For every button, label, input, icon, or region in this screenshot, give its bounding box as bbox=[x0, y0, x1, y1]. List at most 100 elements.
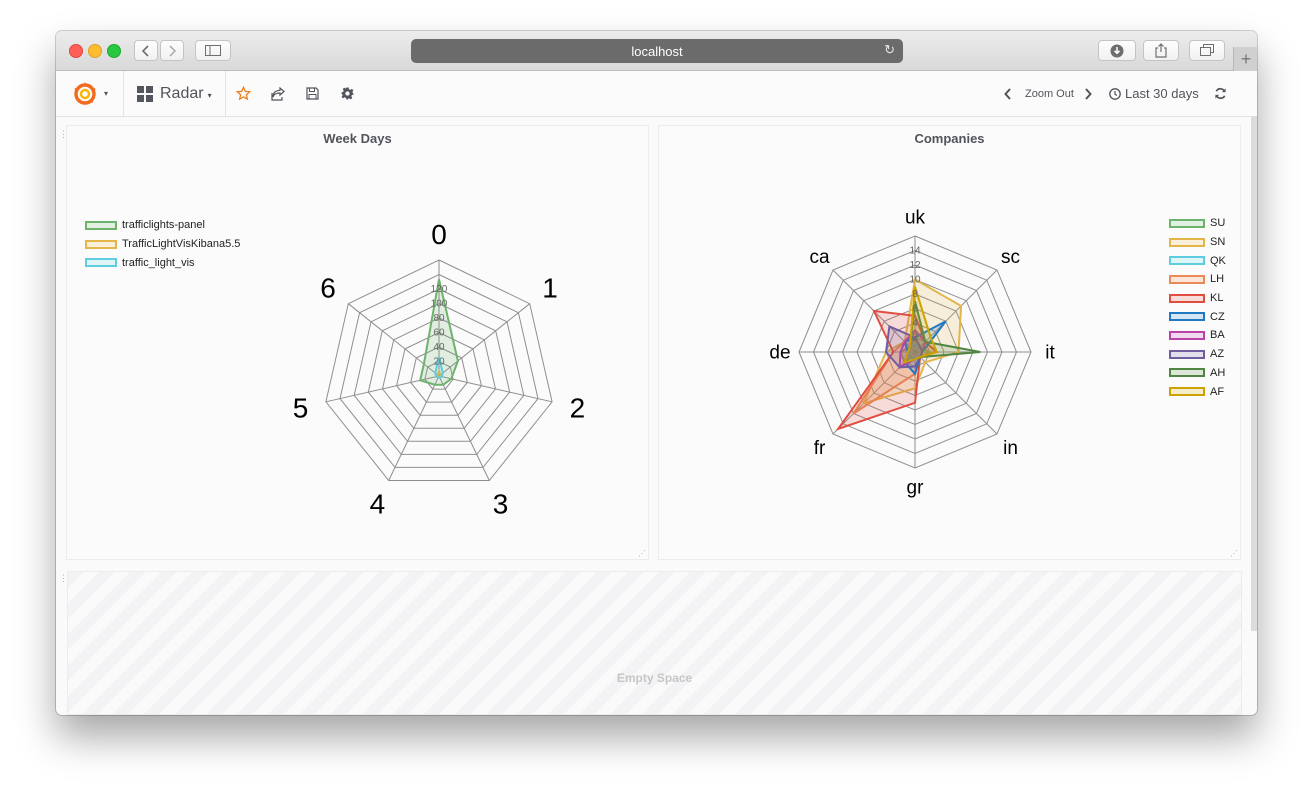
legend-swatch bbox=[85, 220, 117, 230]
radar-tick-label: 60 bbox=[433, 328, 445, 339]
refresh-button[interactable] bbox=[1214, 71, 1227, 116]
legend-label: BA bbox=[1210, 329, 1225, 342]
navbar-divider bbox=[123, 71, 124, 116]
legend-item[interactable]: AZ bbox=[1169, 345, 1226, 364]
legend-swatch bbox=[1169, 368, 1205, 378]
zoom-window-button[interactable] bbox=[107, 44, 121, 58]
tabs-icon bbox=[1200, 44, 1214, 56]
legend-swatch bbox=[1169, 330, 1205, 340]
legend-item[interactable]: AH bbox=[1169, 364, 1226, 383]
legend-label: SN bbox=[1210, 236, 1226, 249]
radar-spoke bbox=[914, 269, 998, 353]
close-window-button[interactable] bbox=[69, 44, 83, 58]
chevron-left-icon bbox=[1004, 87, 1011, 100]
radar-axis-label: fr bbox=[814, 438, 826, 459]
legend-item[interactable]: QK bbox=[1169, 251, 1226, 270]
save-dashboard-button[interactable] bbox=[306, 71, 319, 116]
reload-icon[interactable]: ↻ bbox=[884, 42, 895, 57]
radar-spoke bbox=[438, 375, 490, 481]
share-dashboard-button[interactable] bbox=[271, 71, 285, 116]
radar-tick-label: 6 bbox=[912, 304, 918, 315]
downloads-button[interactable] bbox=[1098, 40, 1136, 61]
legend-item[interactable]: LH bbox=[1169, 270, 1226, 289]
legend-swatch bbox=[1169, 349, 1205, 359]
radar-axis-label: 3 bbox=[493, 489, 509, 520]
radar-axis-label: 6 bbox=[320, 272, 336, 303]
radar-tick-label: 2 bbox=[912, 333, 918, 344]
navbar-divider bbox=[225, 71, 226, 116]
tabs-overview-button[interactable] bbox=[1189, 40, 1225, 61]
legend-item[interactable]: KL bbox=[1169, 289, 1226, 308]
empty-space-label: Empty Space bbox=[616, 671, 693, 685]
share-sheet-icon bbox=[1155, 43, 1167, 58]
grafana-navbar: ▾ Radar ▾ Zoom Out bbox=[56, 71, 1257, 117]
address-bar[interactable]: localhost ↻ bbox=[411, 39, 903, 63]
address-url: localhost bbox=[631, 43, 683, 59]
forward-button[interactable] bbox=[160, 40, 184, 61]
legend-item[interactable]: traffic_light_vis bbox=[85, 253, 240, 272]
legend-week-days: trafficlights-panel TrafficLightVisKiban… bbox=[85, 216, 240, 272]
browser-titlebar: localhost ↻ + bbox=[56, 31, 1257, 71]
legend-label: QK bbox=[1210, 254, 1226, 267]
time-range-picker[interactable]: Last 30 days bbox=[1109, 71, 1199, 116]
radar-tick-label: 10 bbox=[909, 275, 921, 286]
minimize-window-button[interactable] bbox=[88, 44, 102, 58]
grafana-menu-button[interactable]: ▾ bbox=[71, 71, 108, 116]
radar-tick-label: 8 bbox=[912, 289, 918, 300]
legend-item[interactable]: AF bbox=[1169, 382, 1226, 401]
radar-series-KL bbox=[835, 309, 939, 431]
radar-series-trafficlights-panel bbox=[419, 279, 459, 386]
legend-swatch bbox=[1169, 387, 1205, 397]
radar-axis-label: 5 bbox=[293, 392, 309, 423]
panel-title[interactable]: Companies bbox=[914, 131, 985, 146]
dashboard-grid-icon bbox=[137, 85, 153, 102]
legend-item[interactable]: trafficlights-panel bbox=[85, 216, 240, 235]
legend-label: SU bbox=[1210, 217, 1226, 230]
row-drag-handle[interactable]: ⋮ bbox=[59, 129, 68, 139]
gear-icon bbox=[341, 87, 354, 100]
radar-chart-week-days: 20 40 60 80 100 120 0 1 2 3 4 5 6 bbox=[293, 219, 586, 520]
empty-space-panel: Empty Space bbox=[67, 571, 1242, 715]
radar-series-CZ bbox=[903, 320, 947, 376]
radar-grid-ring bbox=[339, 273, 539, 468]
legend-swatch bbox=[1169, 218, 1205, 228]
radar-axis-label: 2 bbox=[570, 392, 586, 423]
dashboard-settings-button[interactable] bbox=[341, 71, 354, 116]
zoom-out-button[interactable]: Zoom Out bbox=[1025, 71, 1074, 116]
save-icon bbox=[306, 87, 319, 100]
dashboard-picker-button[interactable]: Radar ▾ bbox=[137, 71, 212, 116]
legend-item[interactable]: BA bbox=[1169, 326, 1226, 345]
radar-grid-ring bbox=[410, 346, 468, 403]
legend-item[interactable]: TrafficLightVisKibana5.5 bbox=[85, 235, 240, 254]
legend-label: KL bbox=[1210, 292, 1224, 305]
panel-resize-handle[interactable]: ⋰ bbox=[1230, 549, 1238, 558]
radar-series-AF bbox=[903, 286, 939, 364]
radar-grid-ring bbox=[424, 360, 454, 390]
legend-swatch bbox=[1169, 237, 1205, 247]
legend-label: traffic_light_vis bbox=[122, 256, 195, 269]
panel-title[interactable]: Week Days bbox=[323, 131, 392, 146]
panel-week-days: Week Days trafficlights-panel TrafficLig… bbox=[66, 125, 649, 560]
time-shift-forward-button[interactable] bbox=[1084, 71, 1092, 116]
sidebar-toggle-button[interactable] bbox=[195, 40, 231, 61]
time-shift-back-button[interactable] bbox=[1004, 71, 1012, 116]
legend-item[interactable]: CZ bbox=[1169, 307, 1226, 326]
star-dashboard-button[interactable] bbox=[236, 71, 251, 116]
radar-grid-ring bbox=[396, 331, 482, 416]
radar-grid-ring bbox=[325, 259, 553, 481]
radar-axis-label: uk bbox=[905, 208, 926, 229]
panel-resize-handle[interactable]: ⋰ bbox=[638, 549, 646, 558]
legend-item[interactable]: SU bbox=[1169, 214, 1226, 233]
radar-spoke bbox=[388, 375, 440, 481]
back-button[interactable] bbox=[134, 40, 158, 61]
new-tab-button[interactable]: + bbox=[1233, 47, 1257, 71]
legend-item[interactable]: SN bbox=[1169, 233, 1226, 252]
legend-swatch bbox=[85, 258, 117, 268]
row-drag-handle[interactable]: ⋮ bbox=[59, 573, 68, 583]
share-sheet-button[interactable] bbox=[1143, 40, 1179, 61]
vertical-scrollbar[interactable] bbox=[1251, 116, 1257, 631]
sidebar-icon bbox=[205, 45, 221, 56]
radar-axis-label: 0 bbox=[431, 219, 447, 250]
radar-tick-label: 4 bbox=[912, 318, 918, 329]
clock-icon bbox=[1109, 87, 1121, 100]
